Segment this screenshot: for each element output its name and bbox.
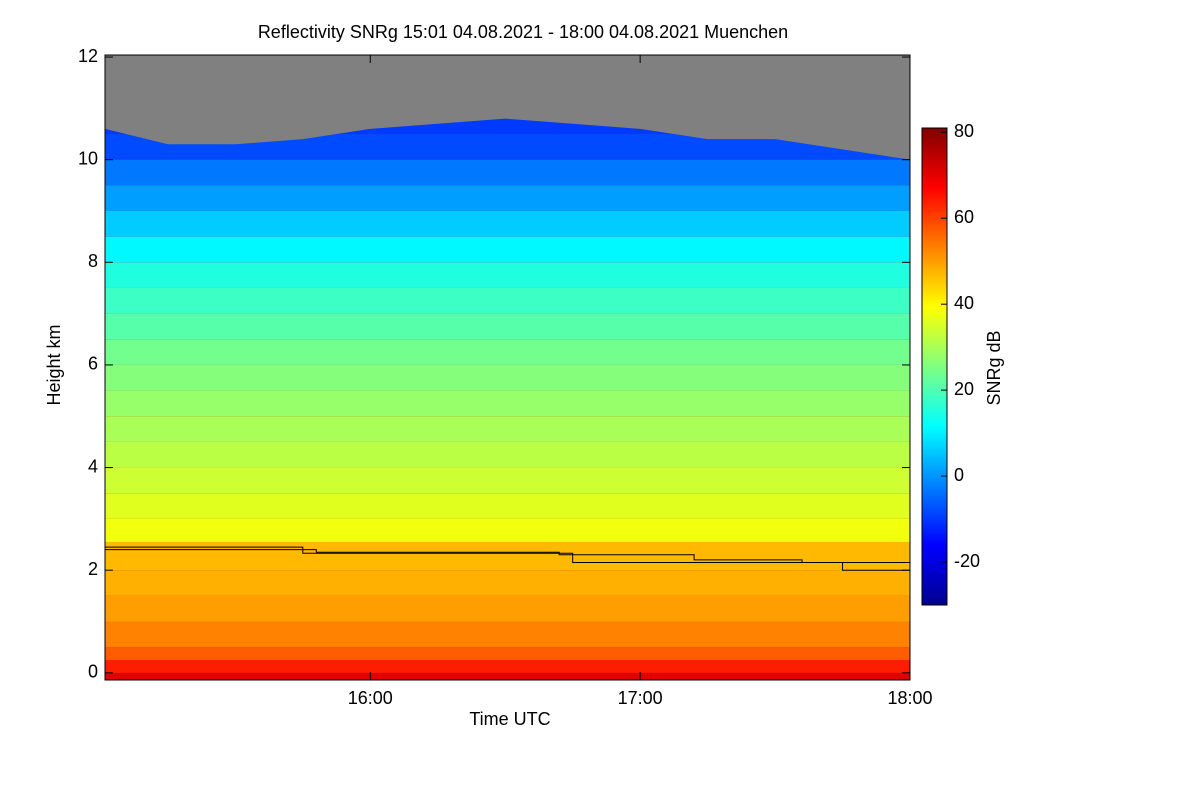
x-tick-label: 18:00 bbox=[887, 688, 932, 708]
colorbar-label: SNRg dB bbox=[984, 330, 1004, 405]
snr-band bbox=[105, 493, 910, 519]
colorbar-tick-label: 0 bbox=[954, 465, 964, 485]
snr-band bbox=[105, 541, 910, 571]
snr-band bbox=[105, 647, 910, 660]
snr-band bbox=[105, 621, 910, 648]
y-tick-label: 0 bbox=[88, 662, 98, 682]
colorbar-tick-label: 20 bbox=[954, 379, 974, 399]
y-tick-label: 2 bbox=[88, 559, 98, 579]
plot-frame bbox=[104, 54, 911, 681]
colorbar-tick-label: 60 bbox=[954, 207, 974, 227]
y-tick-label: 6 bbox=[88, 354, 98, 374]
colorbar-tick-label: 40 bbox=[954, 293, 974, 313]
snr-band bbox=[105, 416, 910, 442]
snr-band bbox=[105, 210, 910, 237]
snr-band bbox=[105, 390, 910, 417]
y-tick-label: 8 bbox=[88, 251, 98, 271]
snr-band bbox=[105, 313, 910, 340]
x-tick-label: 17:00 bbox=[618, 688, 663, 708]
snr-band bbox=[105, 595, 910, 622]
plot-area bbox=[105, 55, 910, 673]
colorbar-tick-label: 80 bbox=[954, 121, 974, 141]
y-tick-label: 4 bbox=[88, 456, 98, 476]
snr-band bbox=[105, 262, 910, 288]
snr-band bbox=[105, 518, 910, 542]
x-axis-label: Time UTC bbox=[469, 709, 550, 729]
y-tick-label: 12 bbox=[78, 46, 98, 66]
y-tick-label: 10 bbox=[78, 148, 98, 168]
chart-title: Reflectivity SNRg 15:01 04.08.2021 - 18:… bbox=[258, 22, 788, 42]
y-axis-label: Height km bbox=[44, 324, 64, 405]
no-data-region bbox=[105, 55, 910, 160]
x-tick-label: 16:00 bbox=[348, 688, 393, 708]
snr-band bbox=[105, 364, 910, 391]
snr-band bbox=[105, 159, 910, 186]
snr-band bbox=[105, 185, 910, 211]
snr-band bbox=[105, 287, 910, 314]
colorbar bbox=[921, 127, 948, 606]
snr-band bbox=[105, 467, 910, 494]
snr-band bbox=[105, 570, 910, 596]
layer-height-line bbox=[105, 546, 910, 571]
layer-height-line bbox=[105, 549, 910, 563]
snr-band bbox=[105, 236, 910, 263]
snr-band bbox=[105, 659, 910, 673]
snr-band bbox=[105, 339, 910, 365]
snr-band bbox=[105, 441, 910, 468]
colorbar-tick-label: -20 bbox=[954, 551, 980, 571]
